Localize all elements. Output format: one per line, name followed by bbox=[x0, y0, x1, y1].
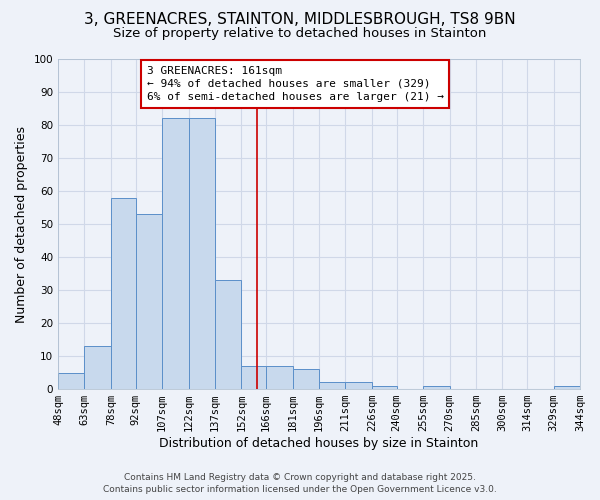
Bar bbox=[554, 386, 580, 389]
Bar bbox=[293, 370, 319, 389]
Bar bbox=[423, 386, 449, 389]
Bar bbox=[215, 280, 241, 389]
Bar bbox=[136, 214, 162, 389]
Text: Contains HM Land Registry data © Crown copyright and database right 2025.
Contai: Contains HM Land Registry data © Crown c… bbox=[103, 472, 497, 494]
Text: Size of property relative to detached houses in Stainton: Size of property relative to detached ho… bbox=[113, 28, 487, 40]
Bar bbox=[319, 382, 346, 389]
Text: 3, GREENACRES, STAINTON, MIDDLESBROUGH, TS8 9BN: 3, GREENACRES, STAINTON, MIDDLESBROUGH, … bbox=[84, 12, 516, 28]
Text: 3 GREENACRES: 161sqm
← 94% of detached houses are smaller (329)
6% of semi-detac: 3 GREENACRES: 161sqm ← 94% of detached h… bbox=[147, 66, 444, 102]
X-axis label: Distribution of detached houses by size in Stainton: Distribution of detached houses by size … bbox=[160, 437, 479, 450]
Bar bbox=[241, 366, 266, 389]
Bar bbox=[188, 118, 215, 389]
Bar bbox=[372, 386, 397, 389]
Bar bbox=[111, 198, 136, 389]
Bar bbox=[162, 118, 188, 389]
Bar bbox=[58, 372, 85, 389]
Bar bbox=[346, 382, 372, 389]
Bar bbox=[266, 366, 293, 389]
Bar bbox=[85, 346, 111, 389]
Y-axis label: Number of detached properties: Number of detached properties bbox=[15, 126, 28, 322]
